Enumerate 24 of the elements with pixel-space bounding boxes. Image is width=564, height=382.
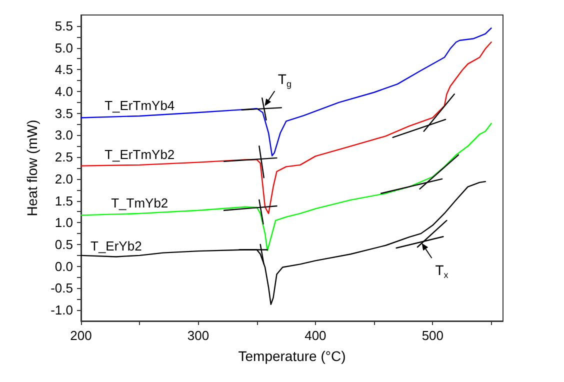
y-tick-label: 3.5 [54,106,73,121]
series-label: T_ErTmYb2 [104,146,175,162]
y-tick-label: 5.0 [54,40,73,56]
y-tick-label: 1.0 [54,215,73,230]
x-axis-title: Temperature (°C) [238,348,346,364]
series-label: T_TmYb2 [111,195,168,210]
x-tick-label: 500 [422,328,444,343]
y-tick-label: 3.0 [54,128,73,143]
x-tick-label: 300 [187,328,210,343]
series-label: T_ErYb2 [90,238,142,254]
y-tick-label: 4.5 [54,62,73,78]
y-tick-label: 4.0 [54,84,73,99]
y-tick-label: 5.5 [54,18,73,34]
x-tick-label: 200 [70,328,92,343]
y-axis-title: Heat flow (mW) [24,120,40,216]
y-tick-label: -1.0 [50,302,73,318]
y-tick-label: 1.5 [54,193,73,208]
series-label: T_ErTmYb4 [104,98,175,113]
x-tick-label: 400 [304,328,326,343]
y-tick-label: 2.0 [54,171,73,186]
y-tick-label: 2.5 [54,150,73,165]
y-tick-label: -0.5 [50,280,73,296]
y-tick-label: 0.5 [54,237,73,252]
y-tick-label: 0.0 [54,258,73,274]
